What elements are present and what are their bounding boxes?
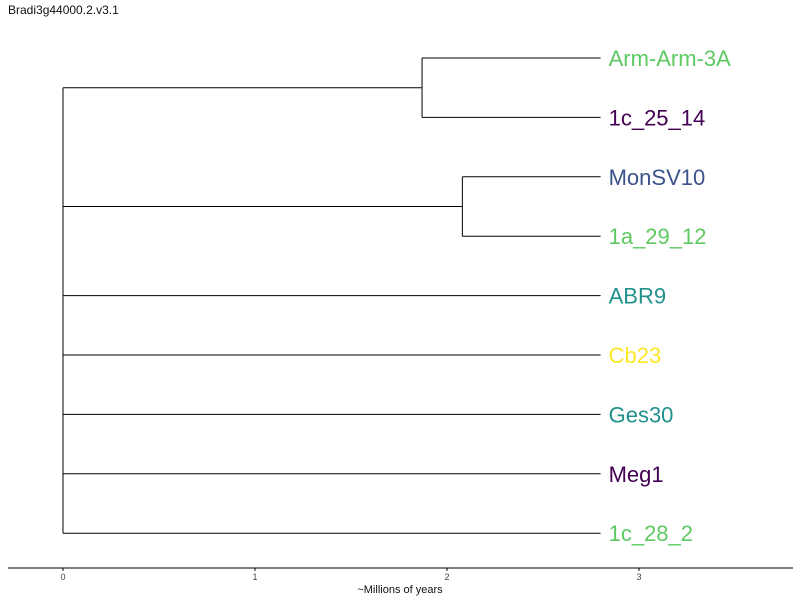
x-tick-label: 3 [636, 572, 641, 582]
leaf-label: MonSV10 [609, 165, 706, 190]
x-tick-label: 1 [252, 572, 257, 582]
leaf-label: Arm-Arm-3A [609, 46, 732, 71]
leaf-label: 1c_25_14 [609, 105, 706, 130]
leaf-label: 1c_28_2 [609, 521, 693, 546]
x-tick-label: 2 [444, 572, 449, 582]
leaf-labels: Arm-Arm-3A 1c_25_14 MonSV10 1a_29_12 ABR9 Cb2… [609, 46, 732, 546]
x-axis-label: ~Millions of years [357, 584, 443, 596]
tree-branches [62, 57, 601, 534]
x-axis: 0 1 2 3 [8, 567, 793, 582]
leaf-label: Ges30 [609, 402, 674, 427]
x-tick-label: 0 [60, 572, 65, 582]
chart-title: Bradi3g44000.2.v3.1 [8, 3, 119, 17]
leaf-label: ABR9 [609, 284, 666, 309]
leaf-label: Cb23 [609, 343, 662, 368]
leaf-label: Meg1 [609, 462, 664, 487]
leaf-label: 1a_29_12 [609, 224, 707, 249]
